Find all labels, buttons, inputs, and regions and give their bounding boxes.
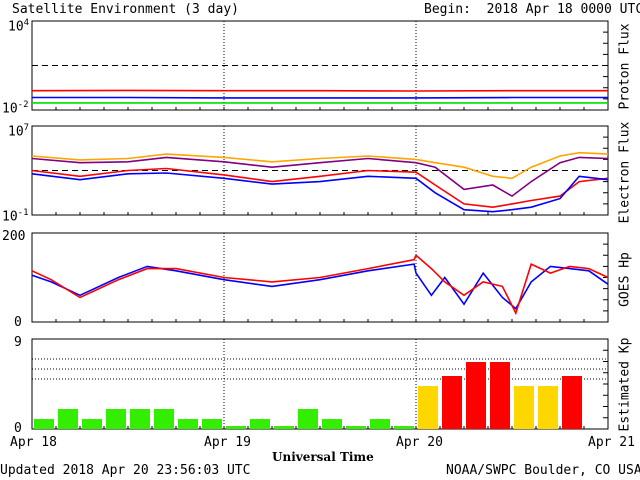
hp-ytick-top: 200 (2, 229, 26, 244)
xtick-apr18: Apr 18 (10, 435, 57, 450)
kp-bar (250, 419, 270, 429)
kp-ytick-bottom: 0 (14, 421, 22, 436)
electron-ytick-bottom: 10-1 (2, 208, 29, 225)
kp-bar (418, 386, 438, 429)
kp-bar (346, 426, 366, 429)
x-axis-label: Universal Time (272, 450, 374, 464)
kp-bar (154, 409, 174, 429)
goes_hp-series-0 (31, 263, 609, 310)
xtick-apr19: Apr 19 (204, 435, 251, 450)
credit: NOAA/SWPC Boulder, CO USA (446, 463, 640, 478)
electron-series-3 (31, 172, 609, 213)
proton-series-0 (31, 89, 608, 92)
proton-ytick-top: 104 (8, 18, 30, 35)
kp-bar (442, 376, 462, 429)
kp-bar (514, 386, 534, 429)
kp-bar (466, 362, 486, 429)
kp-bar (178, 419, 198, 429)
kp-bar (490, 362, 510, 429)
hp-ylabel: GOES Hp (617, 252, 633, 307)
chart-title: Satellite Environment (3 day) (12, 2, 239, 17)
proton-ytick-bottom: 10-2 (2, 100, 29, 117)
kp-bar (106, 409, 126, 429)
kp-bar (322, 419, 342, 429)
xtick-apr21: Apr 21 (588, 435, 635, 450)
kp-ylabel: Estimated Kp (617, 337, 633, 432)
kp-bar (562, 376, 582, 429)
plots (31, 20, 609, 430)
kp-bar (370, 419, 390, 429)
kp-bar (538, 386, 558, 429)
electron-ylabel: Electron Flux (617, 121, 633, 224)
proton-ylabel: Proton Flux (617, 23, 633, 110)
proton-frame (31, 20, 609, 111)
xtick-apr20: Apr 20 (396, 435, 443, 450)
hp-ytick-bottom: 0 (14, 315, 22, 330)
electron-series-0 (31, 151, 609, 180)
kp-bar (130, 409, 150, 429)
kp-ytick-top: 9 (14, 335, 22, 350)
kp-bar (34, 419, 54, 429)
begin-time: Begin: 2018 Apr 18 0000 UTC (424, 2, 640, 17)
electron-series-2 (31, 167, 609, 209)
kp-bar (298, 409, 318, 429)
kp-bar (394, 426, 414, 429)
kp-bar (202, 419, 222, 429)
kp-bar (58, 409, 78, 429)
goes_hp-series-1 (31, 253, 609, 316)
kp-bar (226, 426, 246, 429)
updated-timestamp: Updated 2018 Apr 20 23:56:03 UTC (0, 463, 251, 478)
kp-bar (274, 426, 294, 429)
electron-ytick-top: 107 (8, 123, 30, 140)
kp-bar (82, 419, 102, 429)
electron-series-1 (31, 156, 609, 198)
